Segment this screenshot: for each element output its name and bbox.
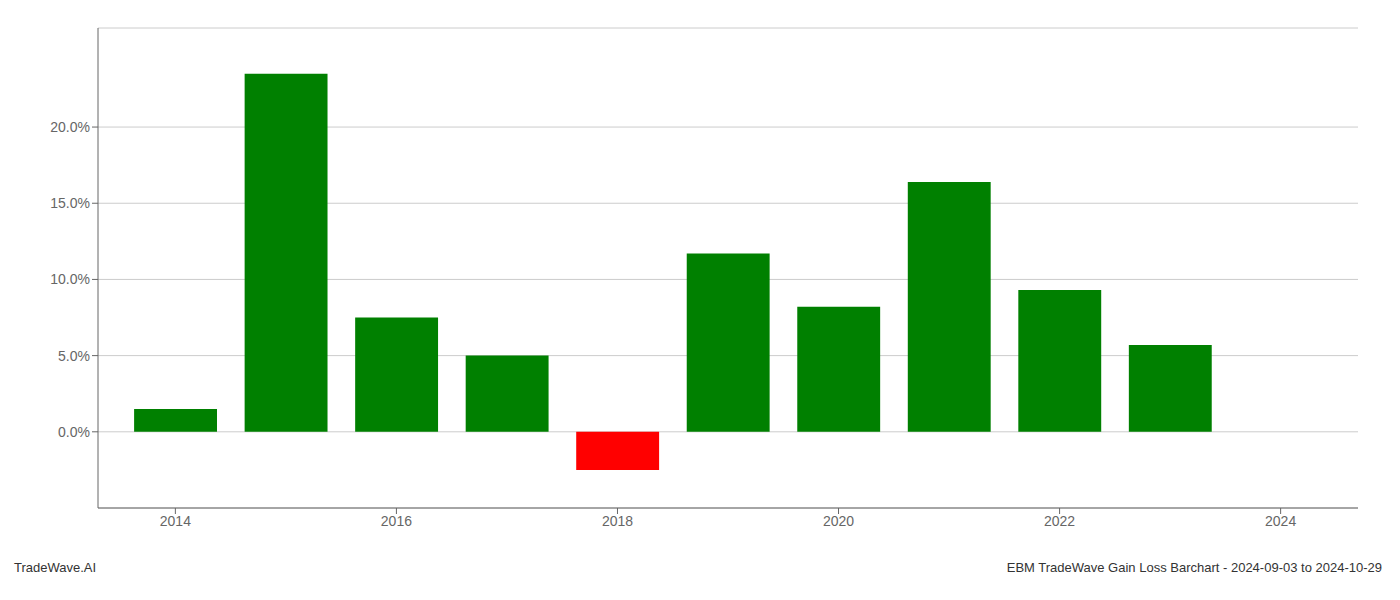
html-text:TradeWave.AI: TradeWave.AI (14, 560, 97, 575)
svg-text:2024: 2024 (1265, 513, 1296, 529)
html-text:EBM TradeWave Gain Loss Barcha: EBM TradeWave Gain Loss Barchart - 2024-… (1006, 560, 1382, 575)
svg-text:2016: 2016 (381, 513, 412, 529)
svg-text:2018: 2018 (602, 513, 633, 529)
svg-text:20.0%: 20.0% (50, 119, 90, 135)
svg-text:15.0%: 15.0% (50, 195, 90, 211)
svg-text:2014: 2014 (160, 513, 191, 529)
svg-text:5.0%: 5.0% (58, 348, 90, 364)
svg-text:2022: 2022 (1044, 513, 1075, 529)
svg-text:0.0%: 0.0% (58, 424, 90, 440)
svg-text:10.0%: 10.0% (50, 271, 90, 287)
svg-text:2020: 2020 (823, 513, 854, 529)
